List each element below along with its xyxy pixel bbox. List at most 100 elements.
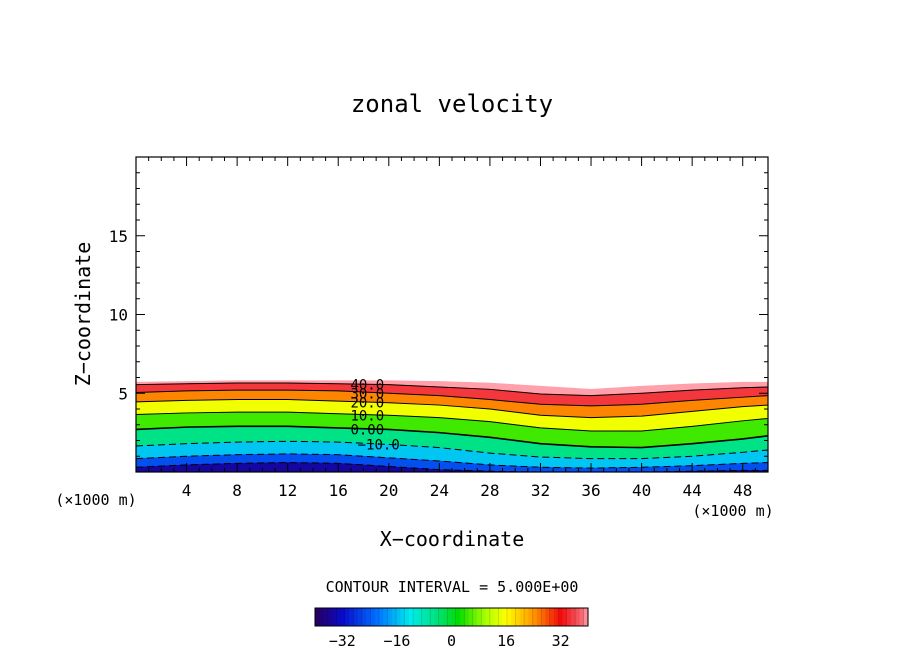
colorbar-segment (421, 608, 427, 626)
colorbar-segment (511, 608, 517, 626)
colorbar-segment (455, 608, 461, 626)
y-tick-label: 5 (118, 384, 128, 403)
colorbar-segment (349, 608, 354, 626)
colorbar-segment (425, 608, 431, 626)
x-tick-label: 20 (379, 481, 398, 500)
colorbar-segment (344, 608, 350, 626)
y-axis-label: Z−coordinate (71, 242, 95, 387)
colorbar-tick-label: −32 (329, 632, 356, 650)
colorbar-segment (396, 608, 401, 626)
x-tick-label: 40 (632, 481, 651, 500)
colorbar-segment (485, 608, 491, 626)
x-tick-label: 48 (733, 481, 752, 500)
colorbar-segment (536, 608, 542, 626)
colorbar-segment (562, 608, 568, 626)
colorbar-segment (481, 608, 487, 626)
colorbar-segment (502, 608, 508, 626)
colorbar-segment (472, 608, 478, 626)
colorbar-segment (438, 608, 444, 626)
colorbar-segment (400, 608, 406, 626)
contour-label: −10.0 (358, 437, 400, 453)
contour-label: 40.0 (350, 378, 384, 394)
colorbar-segment (434, 608, 440, 626)
colorbar (315, 608, 589, 626)
colorbar-segment (558, 608, 564, 626)
x-tick-label: 8 (232, 481, 242, 500)
colorbar-segment (583, 608, 589, 626)
x-tick-label: 12 (278, 481, 297, 500)
colorbar-segment (477, 608, 482, 626)
contour-label: 30.0 (350, 386, 384, 402)
colorbar-segment (332, 608, 337, 626)
contour-label: 20.0 (350, 396, 384, 412)
colorbar-segment (378, 608, 384, 626)
colorbar-segment (524, 608, 529, 626)
colorbar-segment (489, 608, 495, 626)
x-axis-label: X−coordinate (380, 527, 525, 551)
contour-line (136, 382, 768, 397)
x-tick-label: 28 (480, 481, 499, 500)
contour-line (136, 389, 768, 407)
colorbar-frame (314, 607, 589, 627)
x-tick-label: 44 (683, 481, 702, 500)
colorbar-segment (340, 608, 346, 626)
colorbar-ticks: −32 −16 0 16 32 (329, 632, 570, 650)
colorbar-segment (506, 608, 512, 626)
contour-line (136, 425, 768, 449)
y-tick-label: 15 (109, 227, 128, 246)
colorbar-segment (323, 608, 329, 626)
x-unit-left: (×1000 m) (55, 491, 136, 509)
colorbar-segment (417, 608, 423, 626)
contour-line (136, 411, 768, 432)
colorbar-segment (460, 608, 465, 626)
colorbar-segment (545, 608, 551, 626)
contour-lines (136, 382, 768, 472)
colorbar-segment (413, 608, 418, 626)
colorbar-segment (519, 608, 525, 626)
contour-labels: 40.030.020.010.00.00−10.0 (350, 378, 399, 454)
y-tick-label: 10 (109, 306, 128, 325)
x-tick-label: 32 (531, 481, 550, 500)
colorbar-segment (319, 608, 325, 626)
colorbar-segment (391, 608, 397, 626)
x-axis-ticks: 4 8 12 16 20 24 28 32 36 40 44 48 (148, 157, 756, 500)
colorbar-segment (498, 608, 504, 626)
colorbar-segment (494, 608, 500, 626)
colorbar-segment (361, 608, 367, 626)
colorbar-segment (528, 608, 534, 626)
colorbar-segment (353, 608, 359, 626)
colorbar-segment (553, 608, 559, 626)
y-axis-ticks: 5 10 15 (109, 172, 768, 457)
colorbar-segment (370, 608, 376, 626)
colorbar-segment (327, 608, 333, 626)
chart-title: zonal velocity (351, 90, 553, 118)
x-unit-right: (×1000 m) (692, 502, 773, 520)
contour-label: 0.00 (350, 422, 384, 438)
colorbar-tick-label: 32 (552, 632, 570, 650)
contour-interval-text: CONTOUR INTERVAL = 5.000E+00 (326, 578, 579, 596)
colorbar-segment (468, 608, 474, 626)
x-tick-label: 4 (182, 481, 192, 500)
colorbar-segment (366, 608, 372, 626)
x-tick-label: 16 (329, 481, 348, 500)
colorbar-segment (532, 608, 538, 626)
colorbar-segment (387, 608, 393, 626)
colorbar-segment (315, 608, 320, 626)
colorbar-segment (549, 608, 555, 626)
contour-label: 10.0 (350, 408, 384, 424)
x-tick-label: 36 (581, 481, 600, 500)
colorbar-segment (464, 608, 470, 626)
colorbar-segment (404, 608, 410, 626)
colorbar-segment (579, 608, 585, 626)
colorbar-segment (430, 608, 436, 626)
colorbar-segment (357, 608, 363, 626)
colorbar-segment (570, 608, 576, 626)
colorbar-tick-label: 16 (497, 632, 515, 650)
colorbar-segment (336, 608, 342, 626)
colorbar-segment (566, 608, 572, 626)
colorbar-segment (374, 608, 380, 626)
colorbar-segment (541, 608, 546, 626)
colorbar-tick-label: 0 (447, 632, 456, 650)
colorbar-segment (447, 608, 453, 626)
